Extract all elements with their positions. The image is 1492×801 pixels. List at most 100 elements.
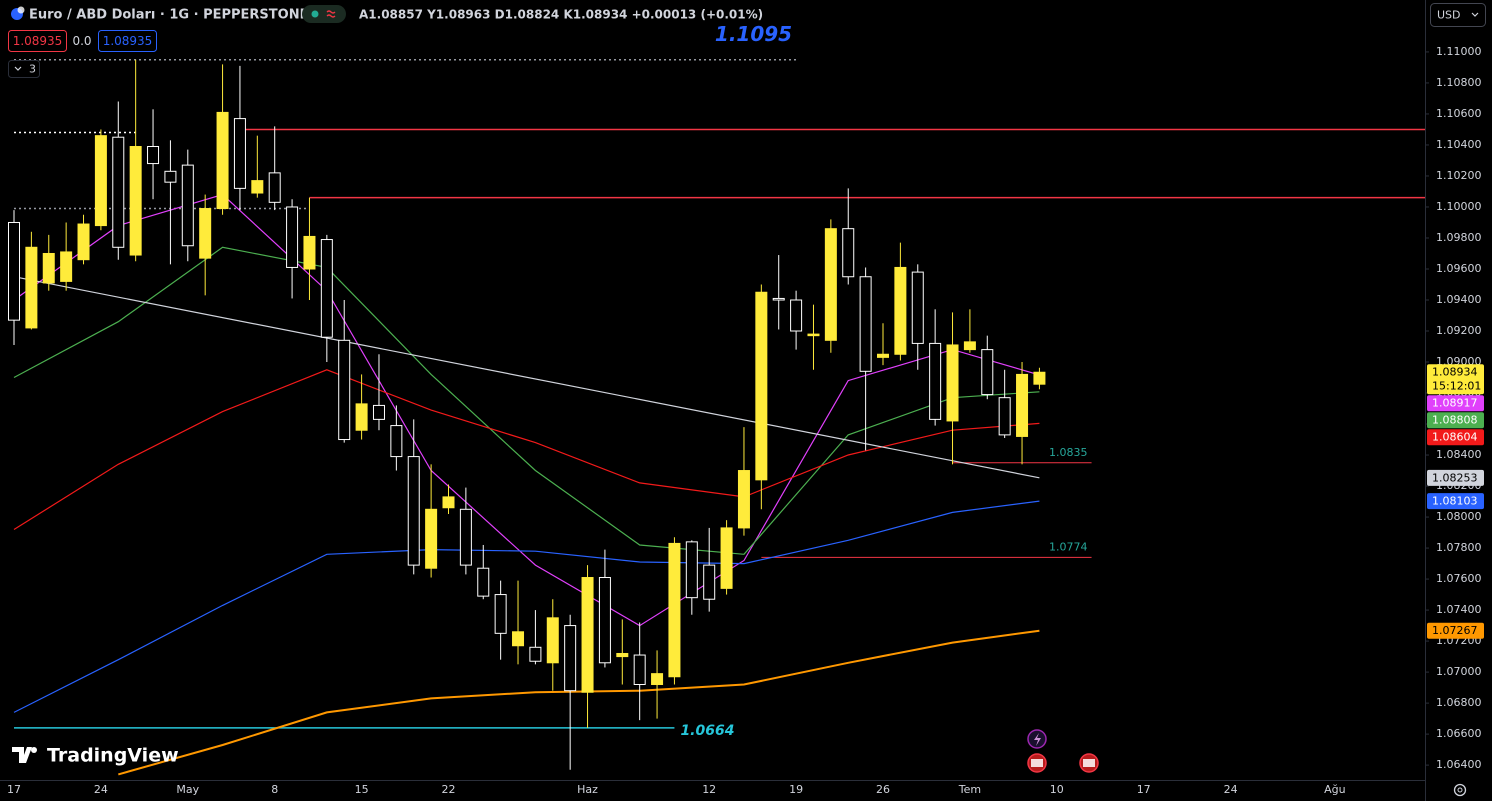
status-badge[interactable] [302,5,346,23]
level-label: 1.1095 [715,22,792,46]
x-tick-label: 15 [355,783,369,796]
x-tick-label: 8 [271,783,278,796]
y-tick-label: 1.06800 [1436,696,1482,709]
plot-area[interactable]: 1.1095 1.0835 1.0774 1.0664 [8,22,1426,776]
candle-body [303,235,316,270]
candle-body [8,221,20,321]
candle-body [616,652,629,658]
chevron [1471,12,1479,17]
y-tick-label: 1.10800 [1436,76,1482,89]
candle-body [564,625,577,692]
x-tick-label: 17 [7,783,21,796]
settings-button[interactable] [1453,783,1467,797]
price-badge-label: 1.08808 [1432,414,1478,427]
logo-mark [31,747,37,753]
price-badge-label: 1.07267 [1432,624,1478,637]
candle-body [737,470,750,529]
flag [1031,759,1043,767]
y-tick-label: 1.09400 [1436,293,1482,306]
candle-body [494,594,507,634]
price-badge [1427,493,1484,510]
y-tick-label: 1.10200 [1436,169,1482,182]
candle-body [755,291,768,481]
x-tick-label: 22 [442,783,456,796]
y-tick-label: 1.09600 [1436,262,1482,275]
candle-body [512,631,525,647]
candle-body [147,146,160,165]
candle-body [372,404,385,420]
y-tick-label: 1.11000 [1436,45,1482,58]
symbol-icon [17,6,25,14]
y-tick-label: 1.07400 [1436,603,1482,616]
candle-body [911,271,924,344]
sell-button[interactable] [8,30,67,52]
candle-body [355,403,368,431]
logo-mark [12,747,32,763]
candle-body [790,299,803,332]
candle-body [338,339,351,441]
currency-select[interactable] [1430,3,1486,27]
y-tick-label: 1.10000 [1436,200,1482,213]
y-tick-label: 1.07800 [1436,541,1482,554]
spread: 0.0 [72,34,91,48]
x-tick-label: Ağu [1324,783,1345,796]
countdown: 15:12:01 [1432,380,1481,393]
level-label: 1.0835 [1049,446,1088,459]
candle-body [77,223,90,261]
candle-body [199,208,212,259]
y-tick-label: 1.10400 [1436,138,1482,151]
candle-body [407,456,420,566]
indicators-toggle[interactable] [8,60,40,78]
price-badge [1427,469,1484,486]
price-badge [1427,395,1484,412]
candle-body [685,541,698,599]
candle-body [894,266,907,355]
candle-body [129,146,142,256]
y-tick-label: 1.06600 [1436,727,1482,740]
symbol-title[interactable]: Euro / ABD Doları · 1G · PEPPERSTONE [29,8,308,23]
y-tick-label: 1.08400 [1436,448,1482,461]
y-tick-label: 1.09200 [1436,324,1482,337]
buy-button[interactable] [98,30,157,52]
price-badge [1427,412,1484,429]
x-tick-label: 24 [1224,783,1238,796]
price-badge [1427,364,1484,395]
candle-body [42,252,55,284]
candle-body [442,496,455,509]
candle-body [268,172,281,203]
candle-body [60,251,73,282]
currency-label: USD [1437,9,1461,22]
x-tick-label: 17 [1137,783,1151,796]
candle-body [929,342,942,420]
candle-body [164,170,177,183]
x-tick-label: 24 [94,783,108,796]
candle-body [181,164,194,247]
candle-body [842,228,855,278]
x-tick-label: 10 [1050,783,1064,796]
candle-body [581,577,594,693]
y-tick-label: 1.07000 [1436,665,1482,678]
candle-body [1016,373,1029,437]
indicator-line [13,246,1040,555]
candle-body [1033,371,1046,385]
candle-body [251,180,264,194]
candle-body [94,135,107,227]
market-open-dot [311,10,319,18]
price-badge-label: 1.08103 [1432,495,1478,508]
candle-body [824,228,837,341]
price-badge [1427,622,1484,639]
logo-text: TradingView [47,745,179,767]
candle-body [877,353,889,358]
x-tick-label: Tem [958,783,981,796]
candle-body [859,276,872,372]
candle-body [720,527,733,589]
candle-body [981,349,994,396]
data-delay-icon [326,10,336,18]
y-tick-label: 1.07600 [1436,572,1482,585]
candle-body [477,567,490,597]
price-badge-label: 1.08917 [1432,397,1478,410]
logo: TradingView [12,745,179,767]
candle-body [112,136,125,248]
candle-body [807,333,820,337]
